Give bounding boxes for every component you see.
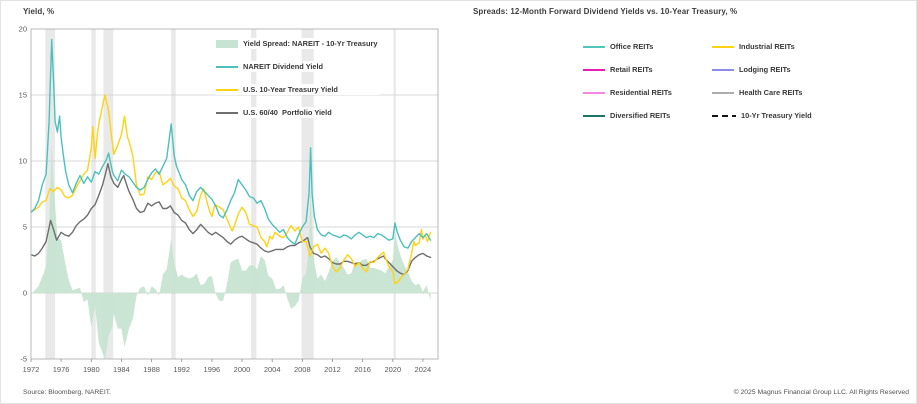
legend-swatch-spread bbox=[216, 39, 238, 48]
legend-label-lodging: Lodging REITs bbox=[739, 65, 791, 74]
left-chart-title: Yield, % bbox=[23, 7, 55, 16]
svg-text:1992: 1992 bbox=[173, 365, 190, 374]
svg-text:10: 10 bbox=[19, 157, 27, 166]
source-note: Source: Bloomberg, NAREIT. bbox=[23, 389, 112, 396]
right-chart-title: Spreads: 12-Month Forward Dividend Yield… bbox=[473, 7, 738, 16]
svg-text:2012: 2012 bbox=[324, 365, 341, 374]
svg-text:-5: -5 bbox=[20, 355, 27, 364]
legend-item-residential: Residential REITs bbox=[582, 87, 711, 98]
svg-text:1988: 1988 bbox=[143, 365, 160, 374]
svg-text:2008: 2008 bbox=[294, 365, 311, 374]
left-chart-legend: Yield Spread: NAREIT - 10-Yr Treasury NAR… bbox=[215, 38, 381, 130]
legend-item-industrial: Industrial REITs bbox=[711, 41, 815, 52]
legend-label-residential: Residential REITs bbox=[610, 88, 672, 97]
svg-text:1996: 1996 bbox=[204, 365, 221, 374]
legend-swatch-lodging bbox=[712, 68, 734, 71]
legend-swatch-nareit bbox=[216, 65, 238, 68]
legend-item-nareit: NAREIT Dividend Yield bbox=[215, 61, 381, 72]
legend-label-diversified: Diversified REITs bbox=[610, 111, 671, 120]
legend-item-retail: Retail REITs bbox=[582, 64, 711, 75]
legend-label-treasury10: U.S. 10-Year Treasury Yield bbox=[243, 85, 338, 94]
legend-swatch-healthcare bbox=[712, 91, 734, 94]
svg-text:20: 20 bbox=[19, 25, 27, 34]
legend-item-treasury10: U.S. 10-Year Treasury Yield bbox=[215, 84, 381, 95]
svg-text:2016: 2016 bbox=[354, 365, 371, 374]
svg-text:2000: 2000 bbox=[234, 365, 251, 374]
legend-swatch-office bbox=[583, 45, 605, 48]
legend-item-treasury: 10-Yr Treasury Yield bbox=[711, 110, 815, 121]
svg-text:2024: 2024 bbox=[415, 365, 432, 374]
legend-label-treasury: 10-Yr Treasury Yield bbox=[741, 111, 812, 120]
svg-text:1984: 1984 bbox=[113, 365, 130, 374]
svg-text:1980: 1980 bbox=[83, 365, 100, 374]
legend-swatch-portfolio6040 bbox=[216, 111, 238, 114]
legend-item-spread: Yield Spread: NAREIT - 10-Yr Treasury bbox=[215, 38, 381, 49]
legend-label-portfolio6040: U.S. 60/40 Portfolio Yield bbox=[243, 108, 332, 117]
svg-text:0: 0 bbox=[23, 289, 27, 298]
svg-text:5: 5 bbox=[23, 223, 27, 232]
svg-text:15: 15 bbox=[19, 91, 27, 100]
legend-swatch-treasury bbox=[712, 114, 736, 117]
svg-text:2004: 2004 bbox=[264, 365, 281, 374]
legend-item-lodging: Lodging REITs bbox=[711, 64, 815, 75]
svg-text:2020: 2020 bbox=[384, 365, 401, 374]
legend-swatch-treasury10 bbox=[216, 88, 238, 91]
legend-label-office: Office REITs bbox=[610, 42, 654, 51]
svg-text:1972: 1972 bbox=[23, 365, 40, 374]
legend-label-spread: Yield Spread: NAREIT - 10-Yr Treasury bbox=[243, 39, 378, 48]
legend-swatch-diversified bbox=[583, 114, 605, 117]
legend-item-diversified: Diversified REITs bbox=[582, 110, 711, 121]
copyright-note: © 2025 Magnus Financial Group LLC. All R… bbox=[733, 389, 909, 396]
left-chart-plot: 1972 1976 1980 1984 1988 1992 1996 2000 2004 2008… bbox=[19, 25, 439, 374]
legend-item-office: Office REITs bbox=[582, 41, 711, 52]
legend-label-retail: Retail REITs bbox=[610, 65, 653, 74]
legend-label-industrial: Industrial REITs bbox=[739, 42, 795, 51]
right-chart-legend: Office REITs Industrial REITs Retail REITs… bbox=[582, 41, 815, 121]
legend-label-healthcare: Health Care REITs bbox=[739, 88, 803, 97]
legend-swatch-retail bbox=[583, 68, 605, 71]
legend-item-healthcare: Health Care REITs bbox=[711, 87, 815, 98]
legend-swatch-industrial bbox=[712, 45, 734, 48]
legend-swatch-residential bbox=[583, 91, 605, 94]
legend-label-nareit: NAREIT Dividend Yield bbox=[243, 62, 324, 71]
legend-item-portfolio6040: U.S. 60/40 Portfolio Yield bbox=[215, 107, 381, 118]
svg-text:1976: 1976 bbox=[53, 365, 70, 374]
